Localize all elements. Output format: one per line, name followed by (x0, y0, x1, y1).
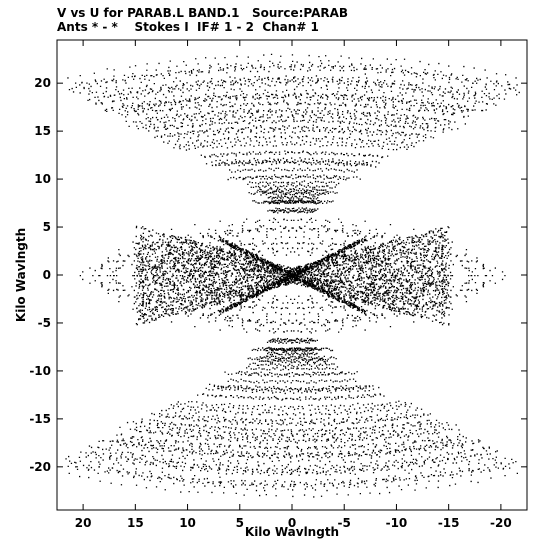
x-tick-label: -20 (490, 516, 512, 530)
x-tick-label: 5 (236, 516, 244, 530)
y-tick-label: 15 (34, 124, 51, 138)
y-tick-label: -5 (38, 316, 51, 330)
uv-point-cloud (65, 53, 520, 498)
x-axis: 20 15 10 5 0 -5 -10 -15 -20 (75, 40, 512, 530)
x-tick-label: -5 (338, 516, 351, 530)
chart-title: V vs U for PARAB.L BAND.1 Source:PARAB (57, 6, 349, 20)
x-tick-label: -10 (386, 516, 408, 530)
uv-points (65, 53, 520, 498)
y-axis-title: Kilo Wavlngth (14, 228, 28, 322)
x-axis-title: Kilo Wavlngth (245, 525, 339, 539)
y-tick-label: 10 (34, 172, 51, 186)
x-tick-label: 10 (179, 516, 196, 530)
x-tick-label: 0 (288, 516, 296, 530)
x-tick-label: 20 (75, 516, 92, 530)
y-tick-label: 20 (34, 76, 51, 90)
x-tick-label: 15 (127, 516, 144, 530)
y-tick-label: 0 (43, 268, 51, 282)
y-tick-label: 5 (43, 220, 51, 234)
y-tick-label: -10 (29, 364, 51, 378)
y-axis: 20 15 10 5 0 -5 -10 -15 -20 (29, 76, 527, 474)
y-tick-label: -15 (29, 412, 51, 426)
x-tick-label: -15 (438, 516, 460, 530)
y-tick-label: -20 (29, 460, 51, 474)
chart-subtitle: Ants * - * Stokes I IF# 1 - 2 Chan# 1 (57, 20, 319, 34)
